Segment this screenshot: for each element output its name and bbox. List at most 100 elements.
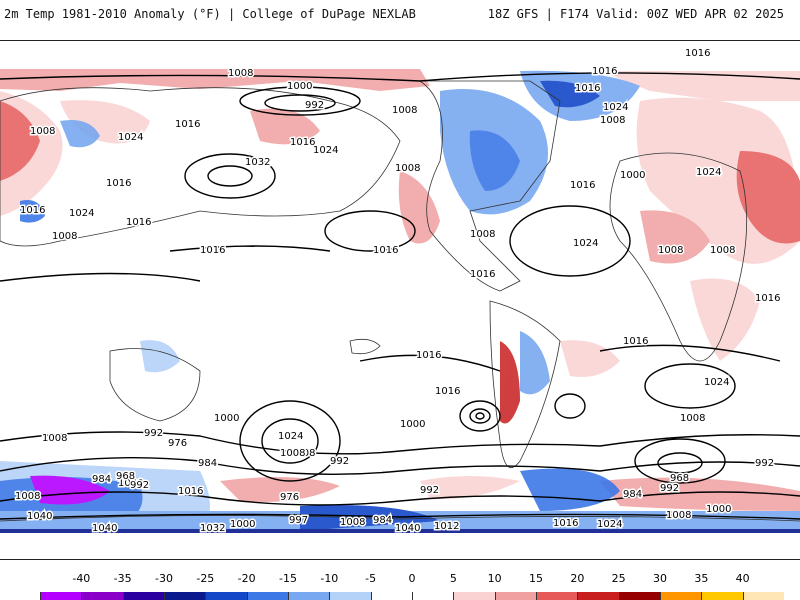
colorbar-segment bbox=[40, 592, 82, 600]
isobar-label: 1016 bbox=[175, 119, 200, 130]
isobar-label: 984 bbox=[92, 474, 111, 485]
isobar-label: 1016 bbox=[126, 217, 151, 228]
isobar-label: 1008 bbox=[42, 433, 67, 444]
colorbar-segment bbox=[164, 592, 206, 600]
anomaly-colorbar: -40 -35 -30 -25 -20 -15 -10 -5 0 5 10 15 20 25 30 35 40 bbox=[0, 572, 800, 600]
colorbar-segment bbox=[329, 592, 371, 600]
colorbar-segment bbox=[205, 592, 247, 600]
isobar-label: 1016 bbox=[470, 269, 495, 280]
colorbar-tick-label: 35 bbox=[694, 572, 709, 585]
colorbar-tick-label: 10 bbox=[487, 572, 502, 585]
colorbar-segment bbox=[618, 592, 660, 600]
colorbar-track bbox=[40, 592, 784, 600]
colorbar-segment bbox=[453, 592, 495, 600]
isobar-label: 1024 bbox=[705, 378, 730, 389]
isobar-label: 1008 bbox=[290, 448, 315, 459]
isobar-label: 1016 bbox=[106, 178, 131, 189]
colorbar-segment bbox=[536, 592, 578, 600]
isobar-label: 1016 bbox=[178, 486, 203, 497]
isobar-label: 1016 bbox=[755, 293, 780, 304]
isobar-label: 1024 bbox=[573, 238, 598, 249]
isobar-label: 1008 bbox=[392, 105, 417, 116]
colorbar-tick-label: 5 bbox=[449, 572, 457, 585]
colorbar-segment bbox=[122, 592, 164, 600]
warm-anomaly-shading bbox=[0, 69, 800, 511]
isobar-label: 1040 bbox=[27, 511, 52, 522]
isobar-label: 1016 bbox=[290, 137, 315, 148]
isobar-label: 1016 bbox=[570, 180, 595, 191]
isobar-label: 1024 bbox=[69, 208, 94, 219]
isobar-label-layer: 1008100099210161024100810081016102410161… bbox=[14, 47, 782, 536]
colorbar-segment bbox=[660, 592, 702, 600]
isobar-label: 1016 bbox=[200, 245, 225, 256]
colorbar-segment bbox=[246, 592, 288, 600]
colorbar-segment bbox=[412, 592, 454, 600]
isobar-label: 1000 bbox=[400, 419, 425, 430]
isobar-label: 992 bbox=[130, 480, 149, 491]
isobar-label: 984 bbox=[198, 458, 217, 469]
isobar-label: 992 bbox=[305, 100, 324, 111]
isobar-label: 992 bbox=[330, 456, 349, 467]
isobar-label: 1000 bbox=[230, 519, 255, 530]
colorbar-tick-label: -20 bbox=[237, 572, 256, 585]
colorbar-tick-label: -15 bbox=[279, 572, 297, 585]
isobar-contours bbox=[0, 72, 800, 520]
isobar-label: 984 bbox=[623, 489, 642, 500]
isobar-label: 992 bbox=[420, 485, 439, 496]
colorbar-segment bbox=[494, 592, 536, 600]
isobar-label: 1024 bbox=[118, 132, 143, 143]
isobar-label: 1008 bbox=[228, 68, 253, 79]
isobar-label: 1016 bbox=[20, 205, 45, 216]
colorbar-segment bbox=[288, 592, 330, 600]
isobar-label: 1016 bbox=[373, 245, 398, 256]
map-title: 2m Temp 1981-2010 Anomaly (°F) | College… bbox=[4, 7, 416, 21]
temperature-anomaly-map: 1008 1000 992 1016 1024 1008 1008 1016 1024 1016 1… bbox=[0, 40, 800, 560]
isobar-label: 1008 bbox=[470, 229, 495, 240]
colorbar-tick-label: -40 bbox=[72, 572, 91, 585]
isobar-label: 992 bbox=[755, 458, 774, 469]
isobar-label: 1024 bbox=[603, 102, 628, 113]
isobar-label: 1016 bbox=[553, 518, 578, 529]
isobar-label: 976 bbox=[168, 438, 187, 449]
isobar-label: 1012 bbox=[434, 521, 459, 532]
isobar-label: 1032 bbox=[245, 157, 270, 168]
isobar-label: 1040 bbox=[92, 523, 117, 534]
colorbar-tick-label: 30 bbox=[653, 572, 667, 585]
isobar-label: 1008 bbox=[30, 126, 55, 137]
colorbar-tick-label: -5 bbox=[365, 572, 377, 585]
isobar-label: 1008 bbox=[280, 448, 305, 459]
isobar-label: 1008 bbox=[658, 245, 683, 256]
isobar-label: 984 bbox=[373, 515, 392, 526]
colorbar-tick-label: -10 bbox=[320, 572, 339, 585]
isobar-label: 1016 bbox=[416, 350, 441, 361]
isobar-label: 1032 bbox=[200, 523, 225, 534]
isobar-label: 1016 bbox=[623, 336, 648, 347]
colorbar-segment bbox=[370, 592, 412, 600]
isobar-label: 1008 bbox=[395, 163, 420, 174]
isobar-label: 1024 bbox=[696, 167, 721, 178]
map-canvas: 1008100099210161024100810081016102410161… bbox=[0, 47, 800, 536]
isobar-label: 1016 bbox=[685, 48, 710, 59]
isobar-label: 1008 bbox=[666, 510, 691, 521]
isobar-label: 1000 bbox=[214, 413, 239, 424]
isobar-label: 1016 bbox=[575, 83, 600, 94]
isobar-label: 1008 bbox=[340, 517, 365, 528]
isobar-label: 1008 bbox=[600, 115, 625, 126]
isobar-label: 968 bbox=[116, 471, 135, 482]
isobar-label: 976 bbox=[280, 492, 299, 503]
isobar-label: 1024 bbox=[704, 377, 729, 388]
colorbar-tick-label: -30 bbox=[155, 572, 173, 585]
isobar-label: 968 bbox=[670, 473, 689, 484]
colorbar-segment bbox=[701, 592, 743, 600]
model-run-info: 18Z GFS | F174 Valid: 00Z WED APR 02 202… bbox=[487, 7, 784, 21]
map-header: 2m Temp 1981-2010 Anomaly (°F) | College… bbox=[0, 0, 800, 32]
isobar-label: 997 bbox=[289, 515, 308, 526]
isobar-label: 1008 bbox=[710, 245, 735, 256]
colorbar-tick-label: 20 bbox=[570, 572, 585, 585]
isobar-label: 1016 bbox=[592, 66, 617, 77]
isobar-label: 1008 bbox=[680, 413, 705, 424]
isobar-label: 1000 bbox=[287, 81, 312, 92]
colorbar-tick-label: -35 bbox=[113, 572, 132, 585]
isobar-label: 1000 bbox=[620, 170, 645, 181]
isobar-label: 1008 bbox=[52, 231, 77, 242]
